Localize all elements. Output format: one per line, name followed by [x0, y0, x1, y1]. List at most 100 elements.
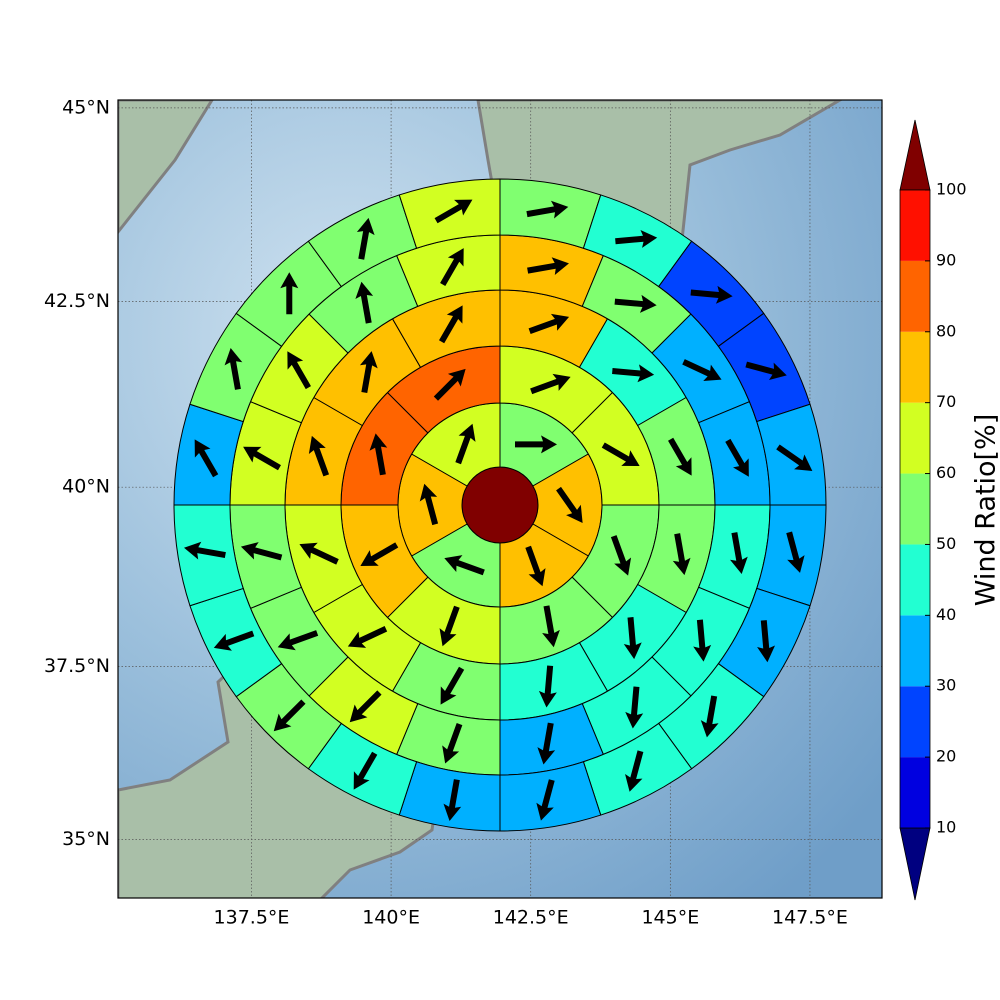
wind-arrow — [625, 750, 644, 792]
wind-arrow — [776, 444, 813, 472]
y-tick-label: 42.5°N — [44, 290, 110, 312]
wind-arrow — [213, 630, 255, 651]
wind-arrow — [725, 438, 749, 477]
colorbar-tick-label: 70 — [936, 392, 956, 411]
wind-arrow — [525, 545, 546, 587]
colorbar-band — [900, 331, 930, 403]
x-tick-label: 142.5°E — [493, 907, 569, 929]
x-tick-label: 137.5°E — [214, 907, 290, 929]
colorbar-tick-label: 80 — [936, 321, 956, 340]
x-tick-label: 145°E — [641, 907, 699, 929]
colorbar-tick-label: 20 — [936, 747, 956, 766]
wind-arrow — [287, 351, 311, 390]
wind-arrow — [526, 200, 569, 219]
wind-arrow — [614, 294, 657, 313]
wind-arrow — [353, 751, 378, 790]
colorbar-tick-label: 50 — [936, 534, 956, 553]
colorbar-tick-label: 90 — [936, 250, 956, 269]
wind-arrow — [556, 486, 583, 524]
wind-arrow — [690, 285, 733, 304]
wind-arrow — [700, 695, 719, 738]
y-tick-label: 40°N — [62, 476, 110, 498]
wind-arrow — [542, 605, 560, 648]
wind-arrow — [528, 313, 570, 335]
wind-arrow — [623, 617, 642, 660]
wind-arrow — [184, 541, 226, 560]
wind-arrow — [439, 605, 460, 647]
colorbar: 10 20 30 40 50 60 70 80 90 100 — [899, 119, 967, 901]
wind-arrow — [786, 531, 805, 573]
wind-arrow — [444, 555, 485, 576]
colorbar-tick-label: 60 — [936, 463, 956, 482]
wind-arrow — [515, 435, 557, 454]
wind-arrows — [184, 199, 813, 821]
colorbar-band — [900, 615, 930, 687]
wind-arrow — [672, 533, 691, 576]
wind-arrow — [682, 359, 722, 381]
y-tick-label: 45°N — [62, 96, 110, 118]
colorbar-under — [899, 827, 931, 901]
wind-arrow — [360, 542, 399, 566]
colorbar-band — [900, 190, 930, 261]
wind-arrow — [440, 248, 464, 286]
colorbar-tick-label: 10 — [936, 818, 956, 837]
y-tick-label: 35°N — [62, 828, 110, 850]
wind-sectors — [173, 178, 827, 832]
wind-arrow — [668, 437, 692, 476]
wind-arrow — [536, 779, 555, 821]
wind-arrow — [194, 439, 219, 478]
wind-arrow — [730, 532, 748, 574]
wind-arrow — [610, 535, 632, 576]
colorbar-tick-label: 40 — [936, 605, 956, 624]
colorbar-band — [900, 402, 930, 474]
y-tick-label: 37.5°N — [44, 655, 110, 677]
wind-arrow — [625, 686, 644, 729]
wind-arrow — [745, 361, 787, 380]
wind-arrow — [455, 423, 476, 465]
colorbar-band — [900, 260, 930, 332]
wind-arrow — [757, 620, 776, 663]
wind-arrow — [615, 229, 658, 248]
colorbar-label: Wind Ratio[%] — [971, 414, 1000, 606]
wind-arrow — [347, 626, 388, 648]
x-tick-label: 147.5°E — [772, 907, 848, 929]
wind-arrow — [612, 364, 655, 383]
wind-arrow — [273, 699, 306, 732]
wind-arrow — [440, 666, 465, 705]
axis-labels: 137.5°E 140°E 142.5°E 145°E 147.5°E 45°N 42.5°… — [44, 96, 848, 928]
wind-arrow — [240, 542, 283, 561]
wind-arrow — [433, 368, 466, 401]
wind-arrow — [434, 199, 473, 224]
wind-arrow — [243, 446, 281, 471]
wind-arrow — [443, 779, 462, 821]
x-tick-label: 140°E — [362, 907, 420, 929]
wind-arrow — [419, 483, 439, 526]
colorbar-over — [899, 119, 931, 191]
wind-arrow — [355, 281, 374, 324]
wind-arrow — [280, 272, 299, 315]
wind-arrow — [369, 433, 388, 476]
wind-arrow — [439, 305, 463, 344]
wind-arrow — [442, 723, 463, 764]
wind-arrow — [538, 665, 557, 708]
wind-arrow — [537, 722, 556, 765]
wind-arrow — [356, 217, 375, 260]
wind-arrow — [277, 630, 319, 651]
wind-arrow — [527, 257, 569, 275]
colorbar-band — [900, 473, 930, 545]
colorbar-tick-label: 30 — [936, 676, 956, 695]
wind-arrow — [308, 435, 330, 477]
colorbar-frame — [899, 189, 931, 829]
wind-arrow — [601, 442, 640, 467]
wind-arrow — [359, 351, 378, 393]
wind-arrow — [530, 373, 571, 395]
colorbar-tick-label: 100 — [936, 180, 967, 199]
wind-arrow — [224, 348, 243, 390]
wind-arrow — [349, 690, 382, 723]
colorbar-band — [900, 544, 930, 616]
wind-arrow — [693, 619, 712, 662]
wind-arrow — [299, 542, 339, 565]
map-frame — [117, 99, 883, 899]
colorbar-band — [900, 686, 930, 758]
